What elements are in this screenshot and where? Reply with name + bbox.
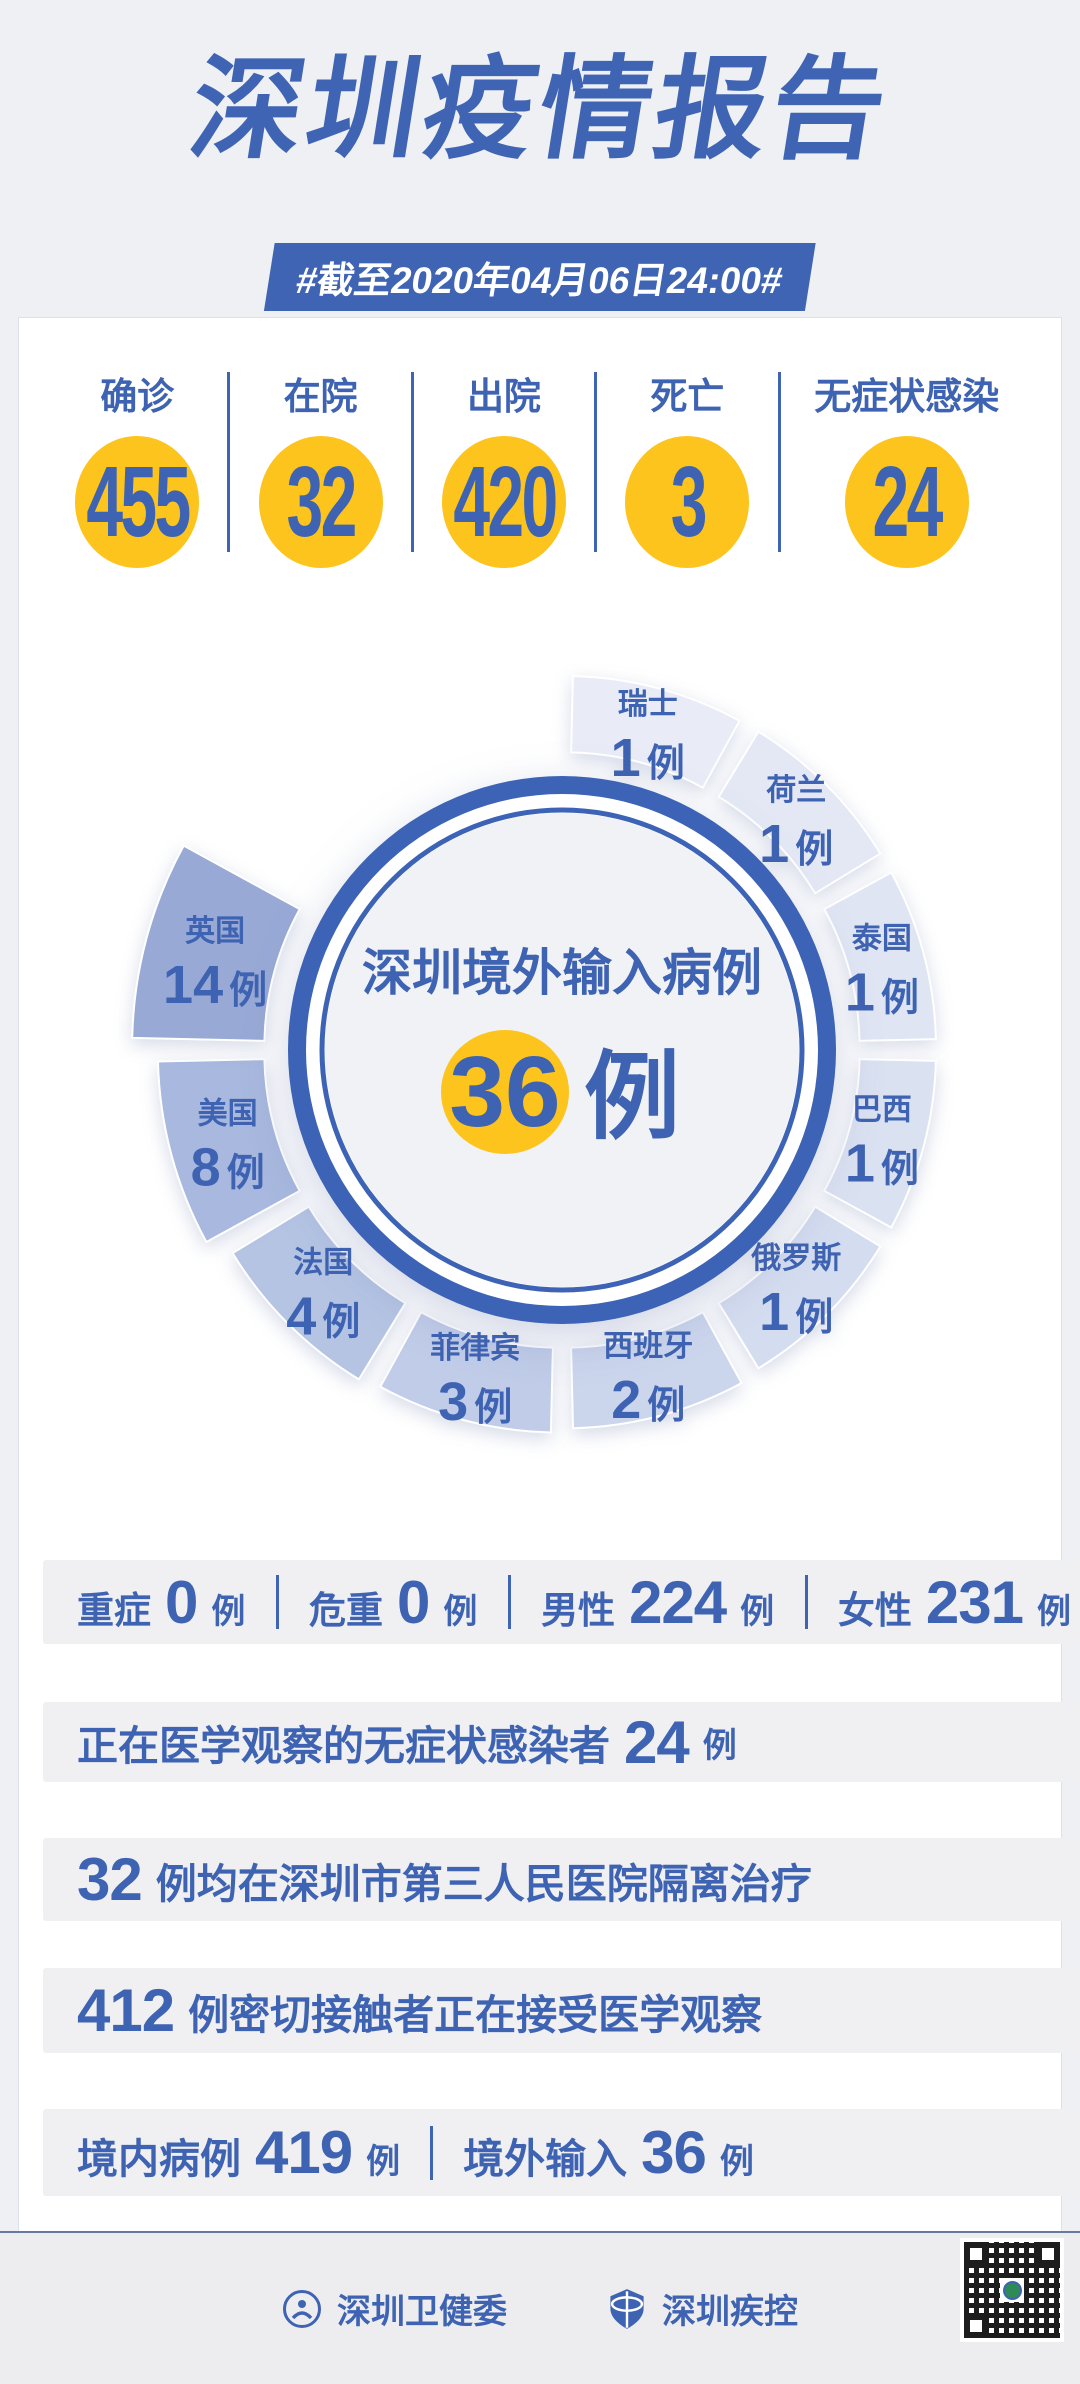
summary-value: 3 (670, 445, 707, 558)
summary-item-asymptomatic: 无症状感染 24 (781, 366, 1034, 568)
pie-center-total: 36 (449, 1036, 560, 1148)
summary-label: 在院 (283, 376, 358, 417)
pie-slice-name: 荷兰 (766, 774, 826, 807)
qr-pattern (964, 2242, 1060, 2338)
pie-slice-9: 美国 8 例 (156, 1058, 302, 1244)
stat-group-severe: 重症 0 例 (77, 1568, 246, 1636)
pie-slice-name: 法国 (293, 1247, 353, 1280)
domestic-imported-strip: 境内病例 419 例 境外输入 36 例 (43, 2109, 1080, 2196)
close-contacts-strip: 412 例密切接触者正在接受医学观察 (43, 1968, 1080, 2053)
pie-slice-name: 泰国 (852, 922, 912, 955)
pie-slice-name: 英国 (185, 915, 245, 948)
pie-center: 深圳境外输入病例 36 例 (288, 776, 836, 1324)
qr-center-logo (1000, 2278, 1024, 2302)
stat-group-male: 男性 224 例 (541, 1568, 775, 1636)
pie-slice-5: 俄罗斯 1 例 (717, 1205, 882, 1370)
summary-label: 死亡 (650, 376, 725, 417)
summary-label: 确诊 (100, 376, 175, 417)
summary-item-in-hospital: 在院 32 (230, 366, 410, 568)
summary-label: 无症状感染 (814, 376, 1000, 417)
pie-slice-name: 巴西 (852, 1094, 912, 1127)
pie-slice-10: 英国 14 例 (131, 844, 302, 1042)
pie-slice-1: 瑞士 1 例 (570, 675, 741, 790)
org-label: 深圳卫健委 (337, 2293, 507, 2331)
stat-group-domestic: 境内病例 419 例 (77, 2119, 401, 2186)
divider (804, 1575, 808, 1629)
pie-slice-3: 泰国 1 例 (822, 871, 937, 1042)
org-shenzhen-cdc: 深圳疾控 (607, 2284, 798, 2333)
page-title: 深圳疫情报告 (182, 47, 898, 172)
pie-center-title: 深圳境外输入病例 (362, 945, 762, 1001)
footer: 深圳卫健委 深圳疾控 (0, 2233, 1080, 2384)
header: 深圳疫情报告 (0, 40, 1080, 180)
pie-slice-2: 荷兰 1 例 (717, 730, 882, 895)
stat-group-imported: 境外输入 36 例 (463, 2119, 754, 2186)
total-highlight-circle (441, 1030, 569, 1154)
pie-slice-6: 西班牙 2 例 (570, 1310, 743, 1430)
summary-item-deaths: 死亡 3 (597, 366, 777, 568)
cdc-shield-icon (610, 2288, 644, 2329)
hospital-isolation-strip: 32 例均在深圳市第三人民医院隔离治疗 (43, 1838, 1080, 1921)
stat-circle: 3 (625, 436, 750, 568)
org-shenzhen-health-commission: 深圳卫健委 (282, 2284, 507, 2333)
qr-finder-icon (1036, 2242, 1060, 2266)
pie-slice-4: 巴西 1 例 (822, 1058, 937, 1229)
report-date-banner: #截至2020年04月06日24:00# (263, 243, 817, 311)
pie-slice-7: 菲律宾 3 例 (378, 1310, 554, 1434)
summary-value: 32 (286, 445, 357, 558)
asymptomatic-observation-strip: 正在医学观察的无症状感染者 24 例 (43, 1702, 1080, 1782)
qr-code (960, 2238, 1064, 2342)
pie-slice-8: 法国 4 例 (231, 1205, 407, 1381)
summary-item-discharged: 出院 420 (414, 366, 594, 568)
divider (275, 1575, 279, 1629)
summary-value: 24 (872, 445, 944, 558)
divider (507, 1575, 511, 1629)
divider (430, 2125, 434, 2180)
stat-circle: 455 (75, 436, 200, 568)
qr-finder-icon (964, 2242, 988, 2266)
divider (777, 372, 781, 552)
summary-value: 455 (86, 445, 191, 558)
footer-divider-line (0, 2231, 1080, 2233)
divider (594, 372, 598, 552)
summary-value: 420 (452, 445, 558, 558)
summary-label: 出院 (466, 376, 541, 417)
org-label: 深圳疾控 (662, 2293, 798, 2331)
stat-circle: 32 (258, 436, 383, 568)
pie-slice-value: 14 例 (163, 955, 267, 1015)
report-card: 确诊 455 在院 32 出院 420 死亡 3 无症状感染 24 瑞士 1 例荷兰… (19, 318, 1080, 2232)
stat-group-critical: 危重 0 例 (309, 1568, 478, 1636)
divider (227, 372, 231, 552)
pie-slice-name: 美国 (198, 1097, 258, 1131)
qr-finder-icon (964, 2314, 988, 2338)
pie-slice-name: 俄罗斯 (750, 1242, 841, 1275)
pie-slice-name: 瑞士 (618, 688, 678, 721)
stat-circle: 420 (441, 436, 566, 568)
pie-slice-name: 菲律宾 (430, 1332, 520, 1365)
severity-gender-strip: 重症 0 例 危重 0 例 男性 224 例 女性 231 例 (43, 1560, 1080, 1644)
stat-group-female: 女性 231 例 (837, 1568, 1071, 1636)
summary-item-confirmed: 确诊 455 (47, 366, 227, 568)
pie-slice-name: 西班牙 (603, 1330, 693, 1363)
summary-stats-row: 确诊 455 在院 32 出院 420 死亡 3 无症状感染 24 (47, 366, 1033, 568)
health-commission-seal-icon (283, 2289, 321, 2328)
stat-circle: 24 (844, 436, 969, 568)
pie-center-unit: 例 (584, 1044, 680, 1151)
divider (410, 372, 414, 552)
